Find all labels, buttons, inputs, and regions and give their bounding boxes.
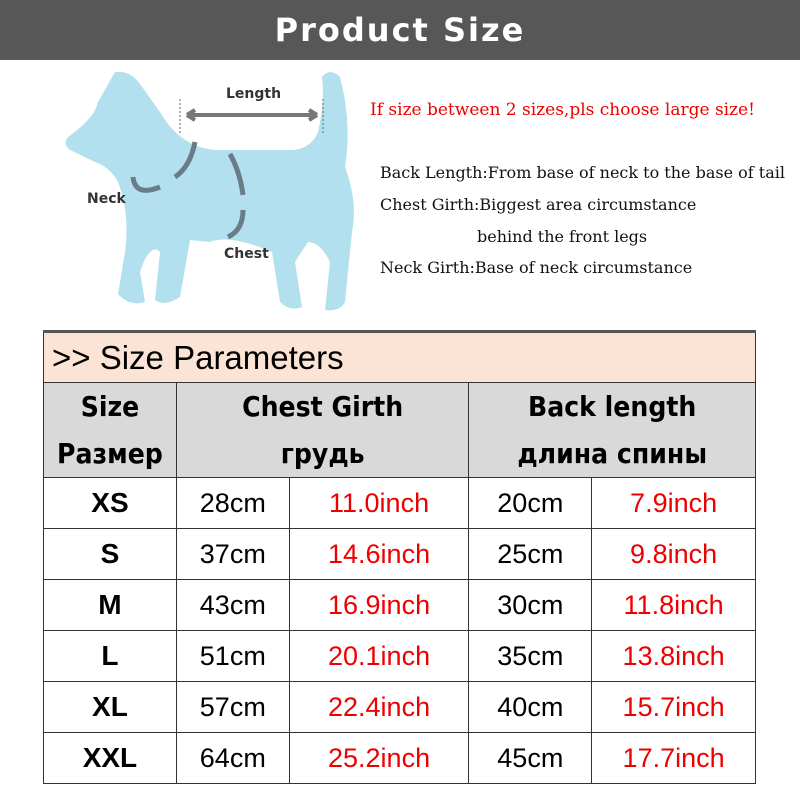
back-cm-cell: 20cm bbox=[468, 477, 593, 529]
length-arrow bbox=[185, 108, 319, 122]
back-inch-cell: 9.8inch bbox=[591, 528, 756, 580]
table-title: >> Size Parameters bbox=[43, 330, 756, 383]
size-cell: S bbox=[43, 528, 177, 580]
neck-label: Neck bbox=[87, 191, 126, 207]
size-note: If size between 2 sizes,pls choose large… bbox=[370, 100, 755, 120]
chest-cm-cell: 51cm bbox=[175, 630, 290, 682]
size-table: >> Size Parameters Size Размер Chest Girt… bbox=[43, 330, 756, 784]
chest-label: Chest bbox=[224, 246, 269, 262]
table-row: M 43cm 16.9inch 30cm 11.8inch bbox=[43, 579, 756, 631]
back-inch-cell: 17.7inch bbox=[591, 732, 756, 784]
back-length-desc: Back Length:From base of neck to the bas… bbox=[380, 163, 785, 182]
back-inch-cell: 15.7inch bbox=[591, 681, 756, 733]
chest-cm-cell: 57cm bbox=[175, 681, 290, 733]
back-cm-cell: 45cm bbox=[468, 732, 593, 784]
chest-girth-desc: Chest Girth:Biggest area circumstance bbox=[380, 195, 697, 214]
table-row: XXL 64cm 25.2inch 45cm 17.7inch bbox=[43, 732, 756, 784]
back-inch-cell: 13.8inch bbox=[591, 630, 756, 682]
length-label: Length bbox=[226, 86, 282, 102]
table-row: L 51cm 20.1inch 35cm 13.8inch bbox=[43, 630, 756, 682]
chest-cm-cell: 28cm bbox=[175, 477, 290, 529]
back-cm-cell: 30cm bbox=[468, 579, 593, 631]
chest-arrow bbox=[226, 152, 246, 240]
header-chest: Chest Girth грудь bbox=[175, 382, 470, 478]
size-cell: XL bbox=[43, 681, 177, 733]
table-row: S 37cm 14.6inch 25cm 9.8inch bbox=[43, 528, 756, 580]
table-row: XS 28cm 11.0inch 20cm 7.9inch bbox=[43, 477, 756, 529]
chest-girth-desc-cont: behind the front legs bbox=[477, 227, 648, 246]
dog-measurement-diagram bbox=[65, 71, 354, 311]
back-cm-cell: 35cm bbox=[468, 630, 593, 682]
chest-inch-cell: 20.1inch bbox=[288, 630, 470, 682]
dog-silhouette bbox=[65, 71, 354, 311]
back-inch-cell: 7.9inch bbox=[591, 477, 756, 529]
table-row: XL 57cm 22.4inch 40cm 15.7inch bbox=[43, 681, 756, 733]
product-size-banner: Product Size bbox=[0, 0, 800, 60]
chest-inch-cell: 14.6inch bbox=[288, 528, 470, 580]
back-cm-cell: 40cm bbox=[468, 681, 593, 733]
back-inch-cell: 11.8inch bbox=[591, 579, 756, 631]
chest-inch-cell: 25.2inch bbox=[288, 732, 470, 784]
neck-arrow bbox=[130, 141, 198, 193]
chest-inch-cell: 16.9inch bbox=[288, 579, 470, 631]
header-back: Back length длина спины bbox=[468, 382, 756, 478]
size-cell: M bbox=[43, 579, 177, 631]
chest-inch-cell: 11.0inch bbox=[288, 477, 470, 529]
chest-cm-cell: 37cm bbox=[175, 528, 290, 580]
size-cell: XXL bbox=[43, 732, 177, 784]
size-cell: L bbox=[43, 630, 177, 682]
chest-inch-cell: 22.4inch bbox=[288, 681, 470, 733]
neck-girth-desc: Neck Girth:Base of neck circumstance bbox=[380, 258, 693, 277]
chest-cm-cell: 43cm bbox=[175, 579, 290, 631]
size-cell: XS bbox=[43, 477, 177, 529]
chest-cm-cell: 64cm bbox=[175, 732, 290, 784]
header-size: Size Размер bbox=[43, 382, 177, 478]
back-cm-cell: 25cm bbox=[468, 528, 593, 580]
